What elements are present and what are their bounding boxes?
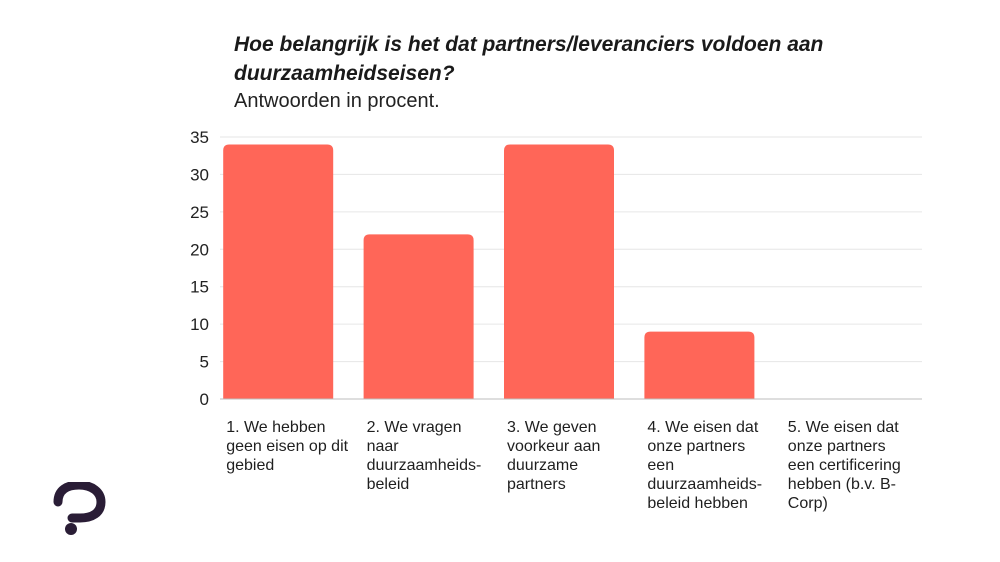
chart-subtitle: Antwoorden in procent. — [234, 90, 440, 112]
question-mark-logo-icon — [53, 482, 106, 535]
y-tick-label: 30 — [190, 165, 209, 184]
y-tick-label: 5 — [200, 353, 209, 372]
category-label-1: 1. We hebben geen eisen op dit gebied — [226, 419, 349, 474]
y-tick-label: 0 — [200, 390, 209, 409]
y-tick-label: 35 — [190, 128, 209, 147]
bar-2 — [363, 234, 474, 399]
y-tick-label: 15 — [190, 278, 209, 297]
y-tick-label: 25 — [190, 203, 209, 222]
category-label-3: 3. We geven voorkeur aan duurzame partne… — [507, 419, 601, 493]
chart-title: Hoe belangrijk is het dat partners/lever… — [234, 33, 824, 85]
bar-3 — [504, 144, 614, 399]
bar-4 — [644, 331, 755, 399]
category-label-4: 4. We eisen dat onze partners een duurza… — [647, 419, 763, 512]
category-label-5: 5. We eisen dat onze partners een certif… — [787, 419, 901, 512]
category-label-2: 2. We vragen naar duurzaamheids-beleid — [366, 419, 482, 493]
bar-1 — [223, 144, 334, 399]
bars — [223, 144, 755, 399]
y-axis-tick-labels: 0 5 10 15 20 25 30 35 — [190, 128, 209, 409]
y-tick-label: 20 — [190, 240, 209, 259]
y-tick-label: 10 — [190, 315, 209, 334]
